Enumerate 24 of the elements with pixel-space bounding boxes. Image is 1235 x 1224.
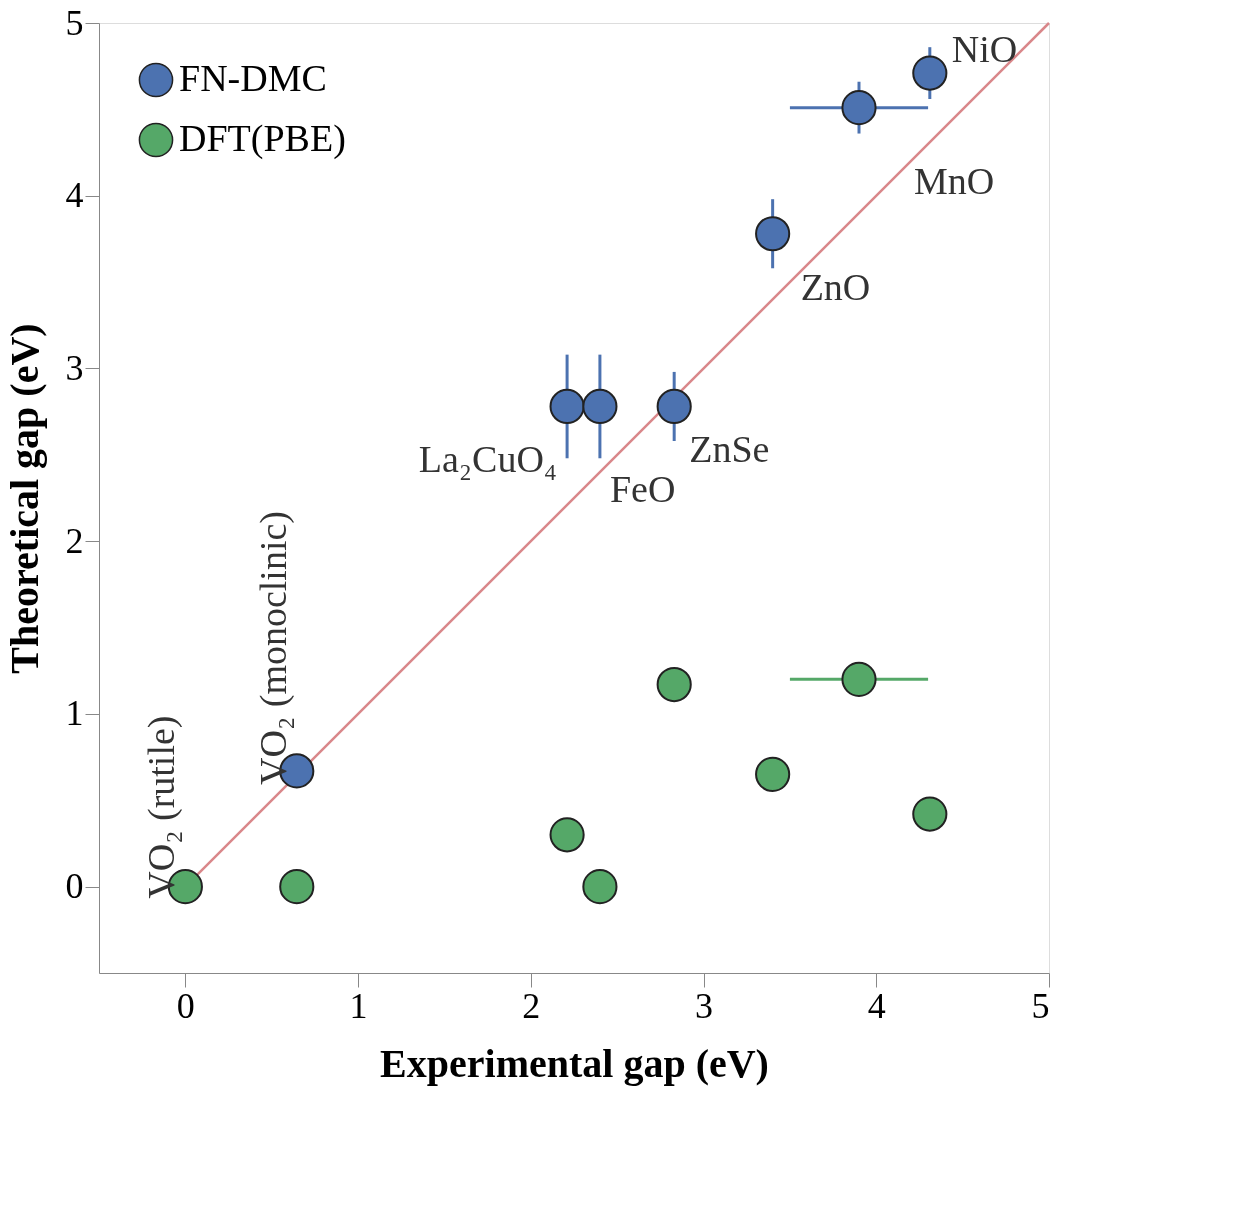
legend-label: DFT(PBE) <box>179 117 346 160</box>
annotation: La₂CuO₄ <box>418 438 558 481</box>
annotation: ZnSe <box>689 428 770 471</box>
y-tick-label: 1 <box>65 693 84 734</box>
legend-label: FN-DMC <box>179 57 327 99</box>
x-tick-label: 4 <box>867 985 886 1026</box>
annotation: FeO <box>609 468 676 511</box>
x-tick-label: 0 <box>176 985 195 1026</box>
y-tick-label: 4 <box>65 175 84 216</box>
annotation: VO₂ (monoclinic) <box>251 511 295 785</box>
y-tick-label: 0 <box>65 866 84 907</box>
annotation: ZnO <box>800 265 871 308</box>
x-tick-label: 3 <box>695 985 714 1026</box>
x-tick-label: 1 <box>349 985 368 1026</box>
x-tick-label: 5 <box>1031 985 1050 1026</box>
annotation: NiO <box>951 28 1018 71</box>
annotation: VO₂ (rutile) <box>140 715 184 899</box>
x-axis-title: Experimental gap (eV) <box>380 1040 769 1086</box>
y-tick-label: 2 <box>65 520 84 561</box>
y-tick-label: 3 <box>65 347 84 388</box>
x-tick-label: 2 <box>522 985 541 1026</box>
annotation: MnO <box>914 159 995 202</box>
y-axis-title: Theoretical gap (eV) <box>1 323 47 674</box>
y-tick-label: 5 <box>65 2 84 43</box>
